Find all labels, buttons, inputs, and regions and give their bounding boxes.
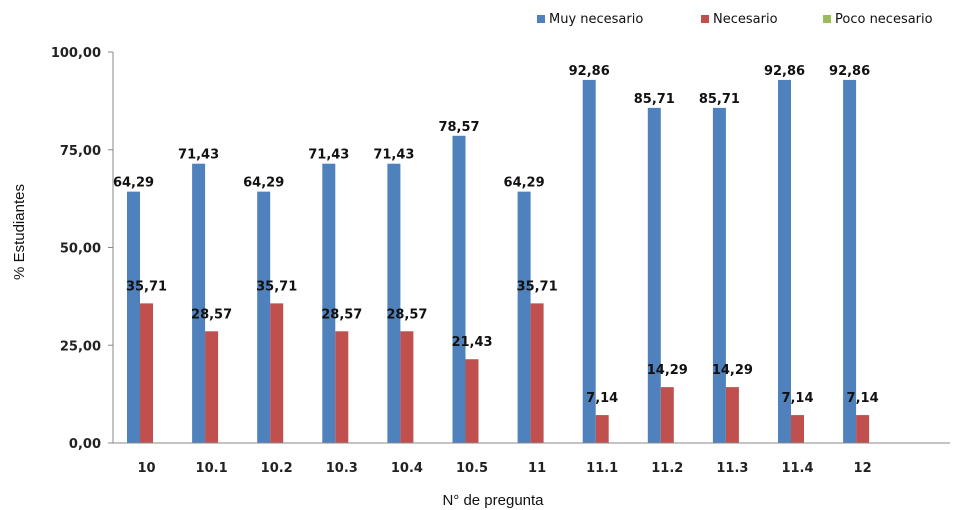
- x-tick-label: 10.2: [261, 461, 293, 476]
- x-tick-label: 11.2: [651, 461, 683, 476]
- bar: [322, 163, 336, 444]
- legend-swatch: [823, 15, 831, 23]
- legend-swatch: [537, 15, 545, 23]
- data-labels: 64,29 71,43 64,29 71,43 71,43 78,57 64,29 92,86…: [113, 64, 879, 406]
- x-tick-label: 10: [137, 461, 155, 476]
- y-tick-label: 0,00: [69, 437, 101, 452]
- bar: [778, 79, 791, 444]
- data-label: 71,43: [373, 148, 414, 163]
- bar: [400, 331, 414, 443]
- bar: [452, 135, 466, 443]
- data-label: 14,29: [712, 363, 753, 378]
- legend-swatch: [701, 15, 709, 23]
- data-label: 92,86: [829, 64, 870, 79]
- data-label: 85,71: [634, 92, 675, 107]
- data-label: 92,86: [569, 64, 610, 79]
- data-label: 7,14: [781, 391, 813, 406]
- bar: [582, 79, 596, 444]
- legend: Muy necesario Necesario Poco necesario: [537, 12, 933, 27]
- data-label: 64,29: [113, 176, 154, 191]
- data-label: 35,71: [517, 279, 558, 294]
- bar: [791, 415, 804, 443]
- y-tick-label: 50,00: [60, 242, 101, 257]
- x-tick-label: 10.5: [456, 461, 488, 476]
- bar: [192, 163, 206, 444]
- y-tick-label: 25,00: [60, 339, 101, 354]
- x-tick-label: 10.4: [391, 461, 423, 476]
- bar: [843, 79, 857, 444]
- x-tick-label: 11.4: [781, 461, 813, 476]
- data-label: 92,86: [764, 64, 805, 79]
- data-label: 71,43: [308, 148, 349, 163]
- bar: [517, 191, 531, 443]
- data-label: 21,43: [451, 335, 492, 350]
- data-label: 71,43: [178, 148, 219, 163]
- bar: [335, 331, 349, 443]
- bar: [127, 191, 140, 443]
- bar: [856, 415, 870, 443]
- bar: [270, 303, 284, 443]
- data-label: 28,57: [321, 307, 362, 322]
- data-label: 7,14: [586, 391, 618, 406]
- data-label: 78,57: [438, 120, 479, 135]
- x-tick-label: 11.1: [586, 461, 618, 476]
- x-tick-label: 12: [854, 461, 872, 476]
- data-label: 35,71: [126, 279, 167, 294]
- y-tick-label: 75,00: [60, 144, 101, 159]
- data-label: 64,29: [504, 176, 545, 191]
- legend-label: Poco necesario: [835, 12, 933, 27]
- bar: [205, 331, 219, 443]
- x-tick-label: 10.1: [196, 461, 228, 476]
- data-label: 28,57: [386, 307, 427, 322]
- x-tick-label: 11: [528, 461, 546, 476]
- data-label: 64,29: [243, 176, 284, 191]
- legend-label: Muy necesario: [549, 12, 643, 27]
- data-label: 85,71: [699, 92, 740, 107]
- data-label: 7,14: [847, 391, 879, 406]
- bar: [595, 415, 609, 443]
- bar: [660, 387, 674, 443]
- bar: [465, 359, 479, 443]
- bar: [387, 163, 401, 444]
- legend-label: Necesario: [713, 12, 778, 27]
- bar: [257, 191, 271, 443]
- bar: [647, 107, 661, 443]
- bars: [127, 79, 870, 444]
- y-tick-label: 100,00: [51, 46, 101, 61]
- bar: [725, 387, 739, 443]
- x-tick-label: 10.3: [326, 461, 358, 476]
- x-axis-title: N° de pregunta: [442, 492, 544, 509]
- x-tick-label: 11.3: [716, 461, 748, 476]
- data-label: 28,57: [191, 307, 232, 322]
- x-axis: 10 10.1 10.2 10.3 10.4 10.5 11 11.1 11.2 11.3 11.4…: [113, 442, 950, 476]
- data-label: 14,29: [647, 363, 688, 378]
- bar: [712, 107, 726, 443]
- data-label: 35,71: [256, 279, 297, 294]
- bar: [140, 303, 153, 443]
- y-axis-title: % Estudiantes: [11, 184, 28, 280]
- y-axis: 0,00 25,00 50,00 75,00 100,00: [51, 46, 114, 452]
- bar: [530, 303, 544, 443]
